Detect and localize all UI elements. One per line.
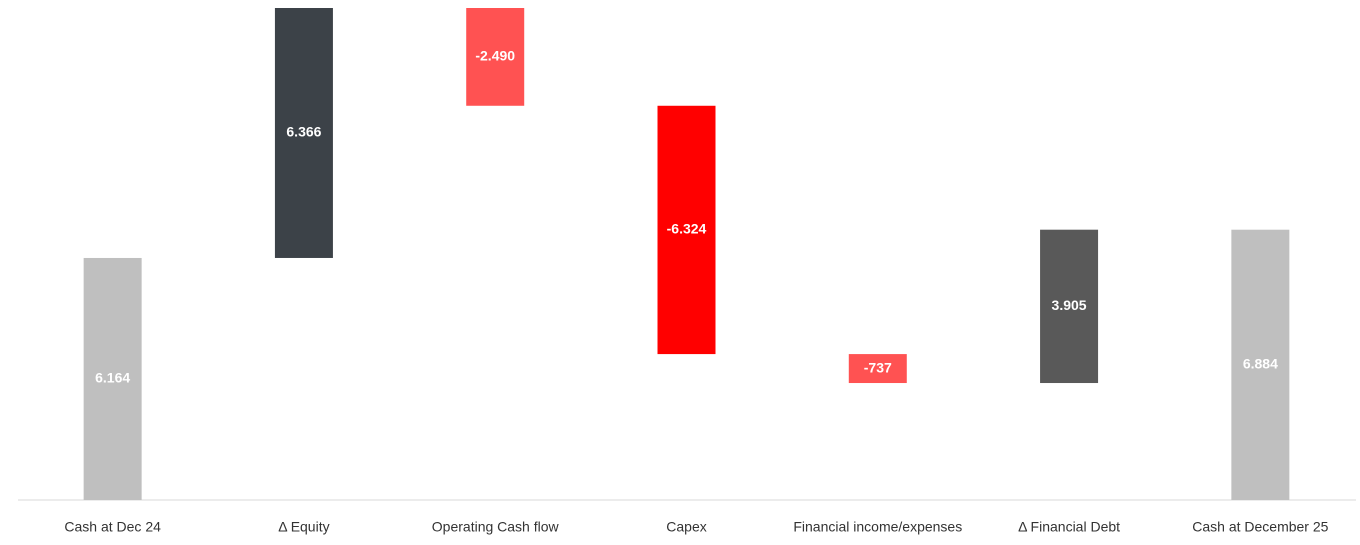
value-label: -6.324 [667, 221, 707, 237]
value-label: -2.490 [475, 48, 515, 64]
bar [83, 257, 142, 500]
x-tick-label: Cash at December 25 [1192, 519, 1328, 535]
bar [657, 105, 716, 355]
x-tick-label: Cash at Dec 24 [64, 519, 161, 535]
bar [1231, 229, 1290, 500]
x-tick-label: Capex [666, 519, 706, 535]
x-tick-label: Δ Equity [278, 519, 329, 535]
bar [1040, 229, 1099, 384]
value-label: 6.366 [286, 124, 321, 140]
value-label: 6.164 [95, 370, 130, 386]
x-tick-label: Financial income/expenses [793, 519, 962, 535]
x-tick-label: Operating Cash flow [432, 519, 560, 535]
bar [848, 354, 907, 384]
value-label: 6.884 [1243, 356, 1278, 372]
value-label: -737 [864, 359, 892, 375]
bar [466, 8, 525, 106]
x-tick-label: Δ Financial Debt [1018, 519, 1120, 535]
value-label: 3.905 [1052, 297, 1087, 313]
bar [274, 8, 333, 258]
